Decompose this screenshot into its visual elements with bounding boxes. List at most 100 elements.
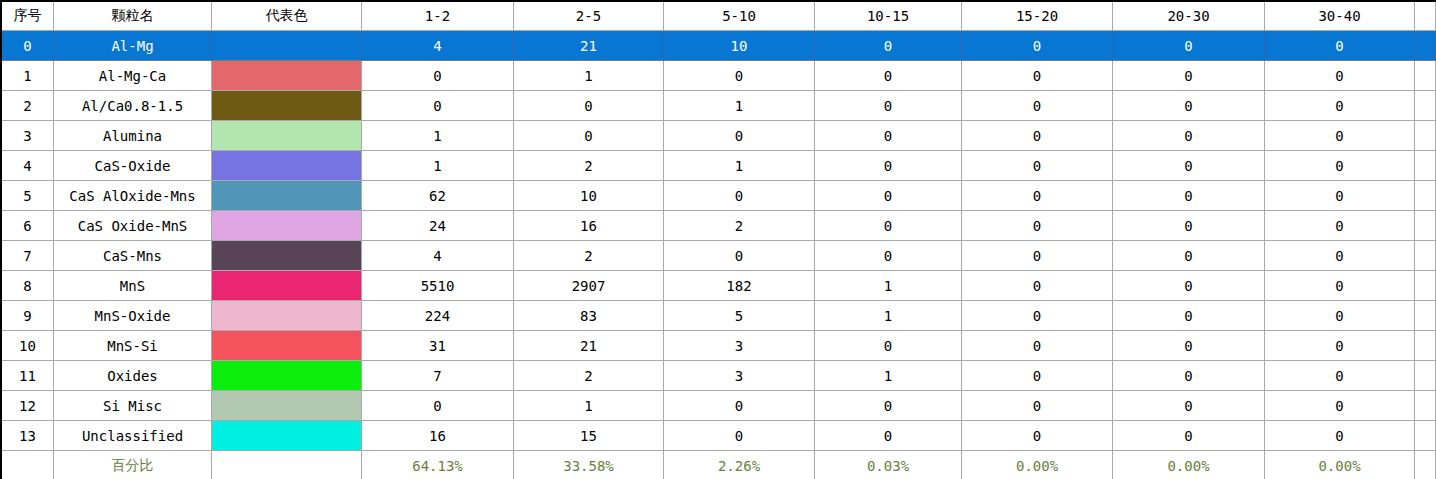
cell-filler[interactable] — [1415, 331, 1436, 361]
cell-count[interactable]: 0 — [962, 181, 1113, 211]
color-swatch[interactable] — [212, 121, 362, 151]
cell-count[interactable]: 0 — [1265, 331, 1415, 361]
color-swatch[interactable] — [212, 181, 362, 211]
color-swatch[interactable] — [212, 241, 362, 271]
cell-count[interactable]: 0 — [815, 241, 962, 271]
cell-filler[interactable] — [1415, 361, 1436, 391]
cell-count[interactable]: 0 — [1265, 181, 1415, 211]
cell-count[interactable]: 0 — [815, 391, 962, 421]
cell-particle-name[interactable]: CaS-Oxide — [54, 151, 212, 181]
cell-count[interactable]: 0 — [815, 31, 962, 61]
cell-count[interactable]: 2907 — [514, 271, 664, 301]
cell-count[interactable]: 1 — [362, 121, 514, 151]
cell-count[interactable]: 0 — [664, 61, 815, 91]
cell-index[interactable]: 10 — [2, 331, 54, 361]
cell-filler[interactable] — [1415, 211, 1436, 241]
cell-count[interactable]: 0 — [962, 421, 1113, 451]
cell-particle-name[interactable]: Al/Ca0.8-1.5 — [54, 91, 212, 121]
cell-count[interactable]: 15 — [514, 421, 664, 451]
cell-filler[interactable] — [1415, 271, 1436, 301]
cell-particle-name[interactable]: MnS-Oxide — [54, 301, 212, 331]
color-swatch[interactable] — [212, 331, 362, 361]
cell-count[interactable]: 62 — [362, 181, 514, 211]
cell-filler[interactable] — [1415, 121, 1436, 151]
cell-count[interactable]: 0 — [1265, 91, 1415, 121]
cell-particle-name[interactable]: Alumina — [54, 121, 212, 151]
cell-index[interactable]: 6 — [2, 211, 54, 241]
cell-count[interactable]: 0 — [1113, 211, 1265, 241]
cell-index[interactable]: 13 — [2, 421, 54, 451]
cell-count[interactable]: 3 — [664, 361, 815, 391]
cell-count[interactable]: 0 — [1113, 121, 1265, 151]
cell-count[interactable]: 0 — [815, 211, 962, 241]
cell-count[interactable]: 0 — [962, 121, 1113, 151]
cell-count[interactable]: 16 — [514, 211, 664, 241]
cell-count[interactable]: 24 — [362, 211, 514, 241]
cell-particle-name[interactable]: MnS-Si — [54, 331, 212, 361]
cell-count[interactable]: 0 — [815, 331, 962, 361]
table-row[interactable]: 1Al-Mg-Ca0100000 — [2, 61, 1436, 91]
cell-count[interactable]: 0 — [664, 421, 815, 451]
cell-count[interactable]: 2 — [514, 361, 664, 391]
cell-count[interactable]: 0 — [962, 271, 1113, 301]
cell-count[interactable]: 0 — [815, 91, 962, 121]
cell-filler[interactable] — [1415, 241, 1436, 271]
cell-count[interactable]: 0 — [1113, 361, 1265, 391]
cell-particle-name[interactable]: MnS — [54, 271, 212, 301]
cell-count[interactable]: 0 — [664, 241, 815, 271]
cell-count[interactable]: 0 — [962, 211, 1113, 241]
cell-count[interactable]: 0 — [362, 61, 514, 91]
cell-count[interactable]: 1 — [815, 271, 962, 301]
cell-count[interactable]: 0 — [962, 61, 1113, 91]
cell-count[interactable]: 16 — [362, 421, 514, 451]
color-swatch[interactable] — [212, 61, 362, 91]
cell-index[interactable]: 12 — [2, 391, 54, 421]
color-swatch[interactable] — [212, 361, 362, 391]
cell-count[interactable]: 0 — [1265, 121, 1415, 151]
cell-count[interactable]: 3 — [664, 331, 815, 361]
cell-particle-name[interactable]: Si Misc — [54, 391, 212, 421]
cell-count[interactable]: 10 — [664, 31, 815, 61]
cell-count[interactable]: 4 — [362, 31, 514, 61]
cell-count[interactable]: 0 — [815, 61, 962, 91]
cell-particle-name[interactable]: Al-Mg — [54, 31, 212, 61]
table-row[interactable]: 11Oxides7231000 — [2, 361, 1436, 391]
cell-count[interactable]: 0 — [815, 181, 962, 211]
table-row[interactable]: 9MnS-Oxide2248351000 — [2, 301, 1436, 331]
cell-filler[interactable] — [1415, 151, 1436, 181]
table-row[interactable]: 2Al/Ca0.8-1.50010000 — [2, 91, 1436, 121]
cell-count[interactable]: 0 — [962, 241, 1113, 271]
cell-filler[interactable] — [1415, 421, 1436, 451]
table-row[interactable]: 4CaS-Oxide1210000 — [2, 151, 1436, 181]
cell-count[interactable]: 224 — [362, 301, 514, 331]
table-row[interactable]: 10MnS-Si312130000 — [2, 331, 1436, 361]
cell-count[interactable]: 4 — [362, 241, 514, 271]
cell-count[interactable]: 1 — [815, 301, 962, 331]
color-swatch[interactable] — [212, 271, 362, 301]
cell-count[interactable]: 7 — [362, 361, 514, 391]
table-row[interactable]: 7CaS-Mns4200000 — [2, 241, 1436, 271]
cell-count[interactable]: 0 — [1265, 361, 1415, 391]
color-swatch[interactable] — [212, 31, 362, 61]
cell-count[interactable]: 0 — [1113, 271, 1265, 301]
cell-count[interactable]: 0 — [1113, 31, 1265, 61]
cell-particle-name[interactable]: CaS AlOxide-Mns — [54, 181, 212, 211]
cell-count[interactable]: 1 — [664, 91, 815, 121]
table-row[interactable]: 0Al-Mg421100000 — [2, 31, 1436, 61]
cell-index[interactable]: 7 — [2, 241, 54, 271]
cell-count[interactable]: 0 — [1265, 241, 1415, 271]
cell-filler[interactable] — [1415, 391, 1436, 421]
cell-count[interactable]: 0 — [815, 151, 962, 181]
cell-count[interactable]: 0 — [1113, 61, 1265, 91]
cell-index[interactable]: 4 — [2, 151, 54, 181]
cell-count[interactable]: 5 — [664, 301, 815, 331]
cell-count[interactable]: 0 — [514, 121, 664, 151]
color-swatch[interactable] — [212, 211, 362, 241]
cell-count[interactable]: 1 — [362, 151, 514, 181]
cell-count[interactable]: 0 — [1265, 391, 1415, 421]
cell-particle-name[interactable]: Oxides — [54, 361, 212, 391]
cell-count[interactable]: 0 — [962, 301, 1113, 331]
cell-count[interactable]: 0 — [962, 331, 1113, 361]
cell-index[interactable]: 5 — [2, 181, 54, 211]
cell-count[interactable]: 0 — [1113, 181, 1265, 211]
